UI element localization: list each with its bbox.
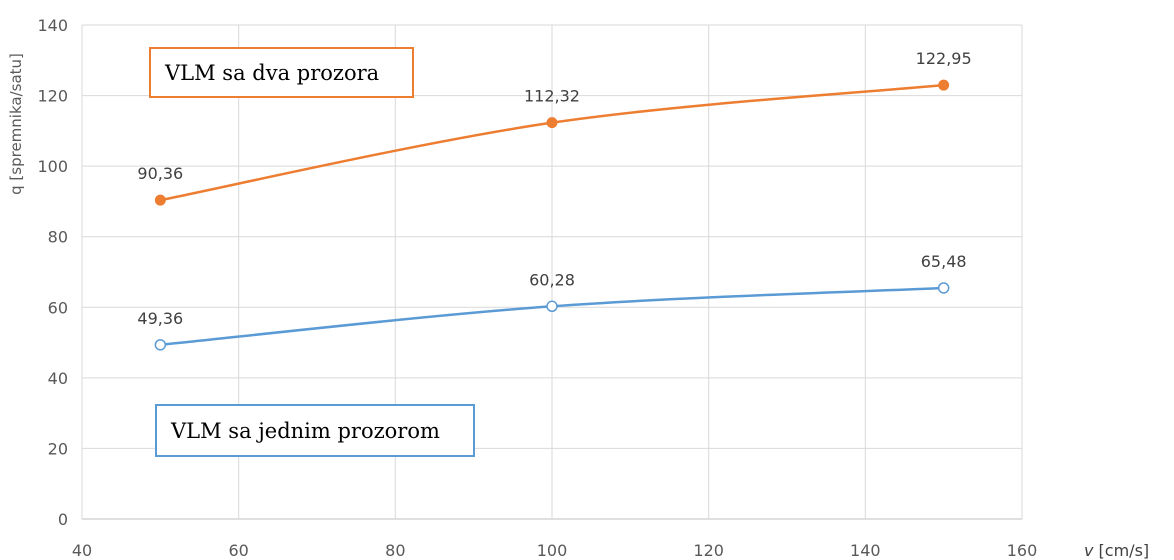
data-label: 65,48	[921, 252, 967, 271]
series-layer: 90,36 112,32 122,95 49,36 60,28 65,48	[137, 49, 972, 351]
y-tick-label: 40	[48, 369, 68, 388]
data-point	[154, 339, 167, 351]
data-label: 60,28	[529, 270, 575, 289]
y-tick-label: 120	[37, 87, 68, 106]
y-tick-labels: 0 20 40 60 80 100 120 140	[37, 16, 68, 529]
data-label: 49,36	[137, 309, 183, 328]
y-tick-label: 0	[58, 510, 68, 529]
data-label: 112,32	[524, 87, 580, 106]
data-label: 122,95	[916, 49, 972, 68]
y-axis-label: q [spremnika/satu]	[7, 53, 25, 195]
y-tick-label: 100	[37, 157, 68, 176]
x-tick-label: 120	[693, 541, 724, 560]
x-axis-symbol: v	[1084, 541, 1094, 560]
y-tick-label: 140	[37, 16, 68, 35]
x-tick-label: 160	[1007, 541, 1038, 560]
x-axis-label: v [cm/s]	[1084, 541, 1149, 560]
y-tick-label: 20	[48, 439, 68, 458]
data-point	[154, 194, 166, 206]
x-tick-label: 40	[72, 541, 92, 560]
series-1: 90,36 112,32 122,95	[137, 49, 972, 206]
series-label-orange: VLM sa dva prozora	[165, 60, 380, 85]
data-label: 90,36	[137, 164, 183, 183]
data-point	[938, 79, 950, 91]
series-2: 49,36 60,28 65,48	[137, 252, 967, 351]
x-tick-label: 140	[850, 541, 881, 560]
series-label-blue: VLM sa jednim prozorom	[171, 418, 440, 443]
series-label-box-orange: VLM sa dva prozora	[149, 47, 414, 98]
x-axis-unit: [cm/s]	[1093, 541, 1149, 560]
x-tick-label: 60	[228, 541, 248, 560]
series-label-box-blue: VLM sa jednim prozorom	[155, 404, 475, 457]
y-tick-label: 60	[48, 298, 68, 317]
data-point	[546, 300, 558, 313]
x-tick-label: 80	[385, 541, 405, 560]
gridlines	[81, 24, 1023, 520]
x-tick-labels: 40 60 80 100 120 140 160	[72, 541, 1037, 560]
data-point	[546, 117, 558, 129]
data-point	[937, 282, 950, 294]
x-tick-label: 100	[537, 541, 568, 560]
y-tick-label: 80	[48, 228, 68, 247]
